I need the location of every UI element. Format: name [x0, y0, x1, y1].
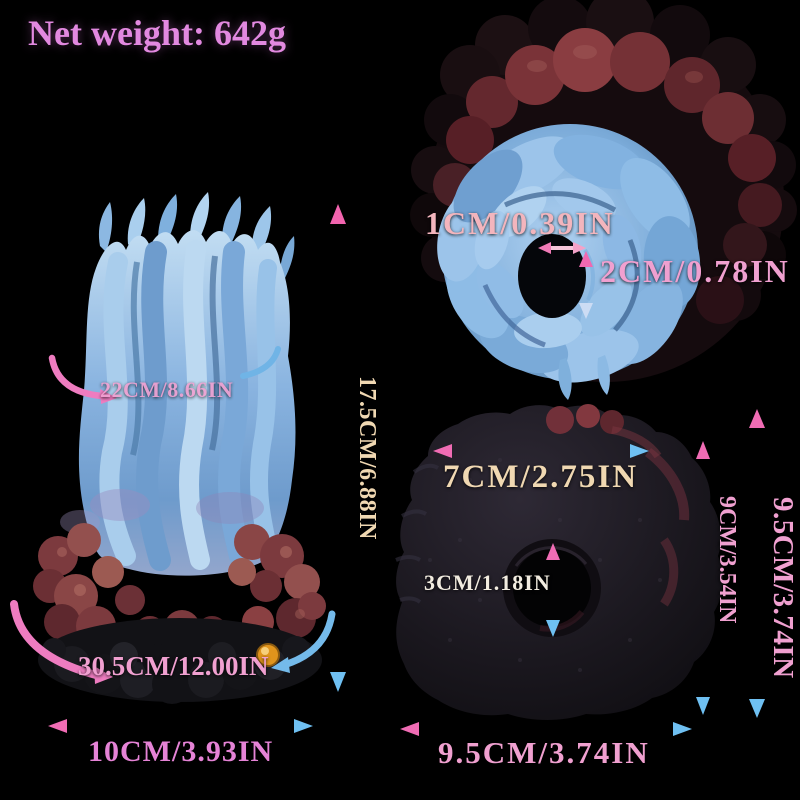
measurement-base-circumference: 30.5CM/12.00IN [78, 651, 269, 681]
arrow-entry-depth [579, 251, 593, 319]
measurement-tunnel-diameter: 3CM/1.18IN [424, 570, 551, 595]
measurement-outer-height: 9.5CM/3.74IN [767, 497, 799, 679]
measurement-entry-depth: 2CM/0.78IN [600, 253, 790, 289]
measurement-base-depth: 9.5CM/3.74IN [438, 735, 650, 770]
arrow-base-width [48, 719, 313, 733]
dimension-arrows [10, 204, 765, 736]
gold-bead [256, 643, 280, 667]
measurement-top-width: 7CM/2.75IN [443, 459, 639, 495]
product-side-view-photo [33, 192, 326, 704]
measurement-inner-height: 9CM/3.54IN [714, 496, 740, 624]
arrow-tunnel-diameter [546, 543, 560, 637]
arrow-total-height [330, 204, 346, 692]
arrow-base-depth [400, 722, 692, 736]
arrow-base-circumference [10, 600, 336, 684]
measurement-shaft-circumference: 22CM/8.66IN [100, 377, 234, 402]
arrow-inner-height [696, 441, 710, 715]
net-weight-text: Net weight: 642g [28, 13, 286, 53]
arrow-entry-diameter [538, 242, 586, 254]
measurement-entry-diameter: 1CM/0.39IN [425, 205, 615, 241]
arrow-top-width [433, 444, 649, 458]
product-top-view-photo [410, 0, 797, 400]
arrow-outer-height [749, 409, 765, 718]
product-base-view-photo [395, 404, 723, 720]
arrow-shaft-circumference [48, 346, 281, 404]
measurement-total-height: 17.5CM/6.88IN [354, 376, 380, 540]
measurement-base-width: 10CM/3.93IN [88, 735, 274, 768]
